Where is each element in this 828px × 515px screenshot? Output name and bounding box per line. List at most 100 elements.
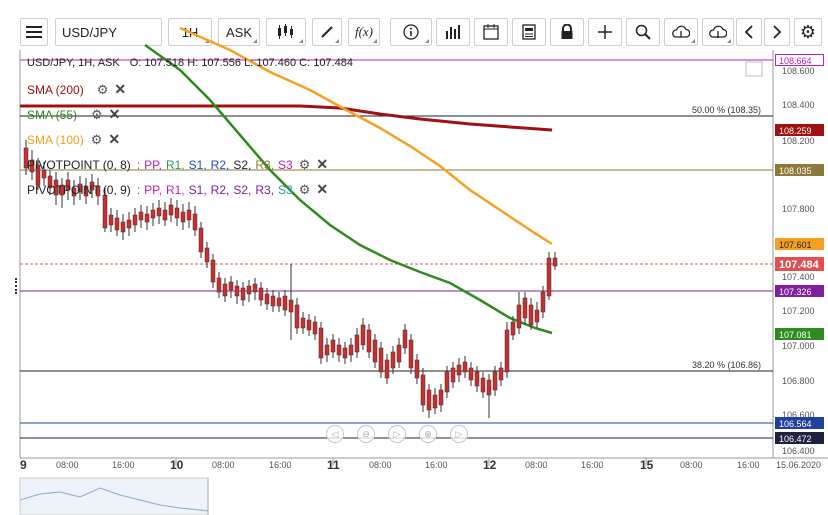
arrow-right-icon[interactable] bbox=[764, 18, 790, 46]
legend-pivot-9[interactable]: PIVOTPOINT (0, 9) : PP, R1, S1, R2, S2, … bbox=[27, 181, 328, 198]
price-badge-sma200: 108.259 bbox=[775, 124, 824, 136]
close-icon[interactable]: ✕ bbox=[114, 81, 127, 97]
candle-body bbox=[450, 367, 456, 383]
nav-forward-icon[interactable]: ▷ bbox=[450, 425, 468, 443]
gear-icon[interactable]: ⚙ bbox=[96, 81, 109, 97]
zoom-out-icon[interactable]: ⊖ bbox=[357, 425, 375, 443]
candle-body bbox=[216, 277, 222, 293]
lock-icon[interactable] bbox=[550, 18, 584, 46]
gear-icon[interactable]: ⚙ bbox=[91, 106, 103, 122]
download-cloud-icon[interactable] bbox=[702, 18, 734, 46]
close-icon[interactable]: ✕ bbox=[316, 156, 329, 172]
candlestick-series bbox=[23, 140, 558, 418]
candlestick-type-icon[interactable] bbox=[266, 18, 306, 46]
symbol-selector[interactable]: USD/JPY bbox=[55, 18, 162, 46]
candle-body bbox=[402, 329, 408, 349]
legend-pivot-8[interactable]: PIVOTPOINT (0, 8) : PP, R1, S1, R2, S2, … bbox=[27, 156, 328, 173]
candle-body bbox=[210, 259, 216, 283]
candle-body bbox=[83, 185, 89, 197]
candle-body bbox=[480, 377, 486, 393]
bar-volume-icon[interactable] bbox=[436, 18, 470, 46]
candle-body bbox=[240, 287, 246, 301]
upload-cloud-icon[interactable] bbox=[664, 18, 698, 46]
price-badge-106472: 106.472 bbox=[775, 432, 824, 444]
candle-body bbox=[246, 285, 252, 295]
pivot-pp: PP, bbox=[144, 182, 162, 197]
ohlc-symbol: USD/JPY, 1H, ASK bbox=[27, 57, 120, 69]
pivot-r1: R1, bbox=[165, 182, 185, 197]
candle-body bbox=[258, 287, 264, 301]
close-icon[interactable]: ✕ bbox=[108, 131, 121, 147]
candle-body bbox=[426, 389, 432, 411]
ohlc-header: USD/JPY, 1H, ASK O: 107.518 H: 107.556 L… bbox=[27, 57, 353, 69]
close-icon[interactable]: ✕ bbox=[316, 181, 329, 197]
candle-body bbox=[162, 209, 168, 221]
time-tick-day: 11 bbox=[327, 458, 340, 472]
candle-body bbox=[534, 309, 540, 323]
time-tick: 08:00 bbox=[525, 460, 548, 470]
candle-body bbox=[414, 359, 420, 379]
candle-body bbox=[408, 339, 414, 369]
gear-icon[interactable]: ⚙ bbox=[298, 181, 311, 197]
drag-handle[interactable] bbox=[15, 278, 20, 294]
price-type-selector[interactable]: ASK bbox=[218, 18, 260, 46]
price-badge-sma55: 107.081 bbox=[775, 328, 824, 340]
gear-icon[interactable]: ⚙ bbox=[298, 156, 311, 172]
candle-body bbox=[282, 295, 288, 311]
price-tick: 108.600 bbox=[782, 66, 815, 76]
info-icon[interactable] bbox=[390, 18, 432, 46]
zoom-icon[interactable] bbox=[626, 18, 660, 46]
hamburger-menu-icon[interactable] bbox=[20, 18, 48, 46]
time-tick: 08:00 bbox=[680, 460, 703, 470]
candle-body bbox=[318, 327, 324, 359]
candle-body bbox=[228, 281, 234, 291]
candle-body bbox=[468, 367, 474, 381]
timeframe-selector[interactable]: 1H bbox=[168, 18, 212, 46]
candle-body bbox=[120, 221, 126, 233]
reset-icon[interactable]: ▷ bbox=[388, 425, 406, 443]
gear-icon[interactable]: ⚙ bbox=[90, 131, 103, 147]
navigator-window bbox=[19, 477, 209, 515]
pivot-r1: R1, bbox=[165, 157, 185, 172]
pivot-8-label: PIVOTPOINT (0, 8) bbox=[27, 157, 131, 172]
calendar-icon[interactable] bbox=[474, 18, 508, 46]
time-tick: 16:00 bbox=[269, 460, 292, 470]
restore-window-icon bbox=[745, 61, 763, 77]
chart-toolbar: USD/JPY 1H ASK f(x) bbox=[0, 0, 828, 46]
time-tick: 08:00 bbox=[369, 460, 392, 470]
sma-55-label: SMA (55) bbox=[27, 107, 78, 122]
candle-body bbox=[204, 247, 210, 263]
pivot-s2: S2, bbox=[233, 182, 252, 197]
close-icon[interactable]: ✕ bbox=[108, 106, 121, 122]
fib-label-50: 50.00 % (108.35) bbox=[692, 105, 762, 115]
zoom-in-icon[interactable]: ⊕ bbox=[419, 425, 437, 443]
draw-pen-icon[interactable] bbox=[312, 18, 342, 46]
candle-body bbox=[29, 159, 35, 173]
crosshair-icon[interactable] bbox=[588, 18, 622, 46]
candle-body bbox=[354, 334, 360, 353]
settings-gear-icon[interactable]: ⚙ bbox=[794, 18, 822, 46]
fx-indicator-icon[interactable]: f(x) bbox=[348, 18, 380, 46]
time-tick-day: 15 bbox=[640, 458, 654, 472]
pivot-r3: R3, bbox=[255, 157, 275, 172]
candle-body bbox=[264, 293, 270, 305]
candle-body bbox=[150, 209, 156, 219]
arrow-left-icon[interactable] bbox=[736, 18, 762, 46]
legend-sma-55[interactable]: SMA (55) ⚙ ✕ bbox=[27, 106, 120, 123]
candle-body bbox=[444, 371, 450, 393]
candle-body bbox=[546, 257, 552, 297]
candle-body bbox=[108, 214, 114, 226]
legend-sma-100[interactable]: SMA (100) ⚙ ✕ bbox=[27, 131, 120, 148]
price-tick: 107.800 bbox=[782, 204, 815, 214]
price-type-label: ASK bbox=[225, 24, 252, 40]
candle-body bbox=[71, 187, 77, 197]
price-badge-106564: 106.564 bbox=[775, 417, 824, 429]
news-icon[interactable] bbox=[512, 18, 546, 46]
candle-body bbox=[438, 389, 444, 406]
candle-body bbox=[252, 283, 258, 293]
legend-sma-200[interactable]: SMA (200) ⚙ ✕ bbox=[27, 81, 126, 98]
nav-back-icon[interactable]: ◁ bbox=[326, 425, 344, 443]
price-tick: 107.000 bbox=[782, 341, 815, 351]
candle-body bbox=[59, 184, 65, 196]
